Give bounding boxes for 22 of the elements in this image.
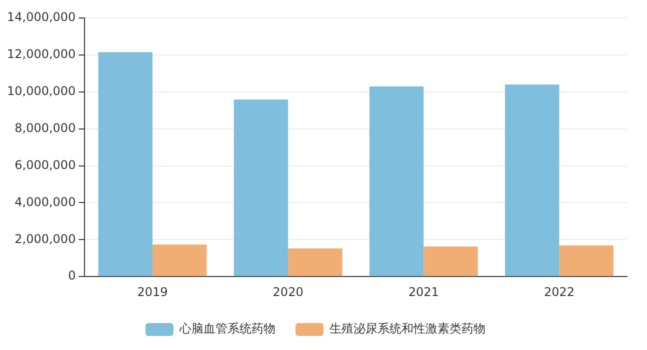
legend-label: 生殖泌尿系统和性激素类药物: [330, 322, 486, 336]
bar: [234, 99, 288, 276]
x-tick-label: 2020: [272, 284, 304, 299]
x-tick-label: 2021: [408, 284, 439, 299]
bar: [98, 52, 152, 276]
y-tick-label: 10,000,000: [6, 84, 76, 98]
x-tick-label: 2022: [544, 284, 574, 299]
bar: [504, 84, 560, 276]
bar: [559, 245, 614, 276]
bar: [424, 246, 478, 276]
bar: [152, 244, 207, 276]
y-tick-label: 12,000,000: [6, 47, 76, 62]
bar: [369, 86, 424, 276]
x-tick-label: 2019: [137, 284, 168, 299]
y-tick-label: 6,000,000: [14, 158, 76, 172]
y-tick-label: 8,000,000: [14, 120, 76, 135]
legend-label: 心脑血管系统药物: [178, 322, 276, 336]
bar: [288, 248, 342, 276]
y-tick-label: 14,000,000: [6, 10, 76, 24]
y-tick-label: 2,000,000: [14, 232, 76, 246]
y-tick-label: 4,000,000: [14, 194, 76, 209]
y-tick-label: 0: [68, 268, 76, 283]
